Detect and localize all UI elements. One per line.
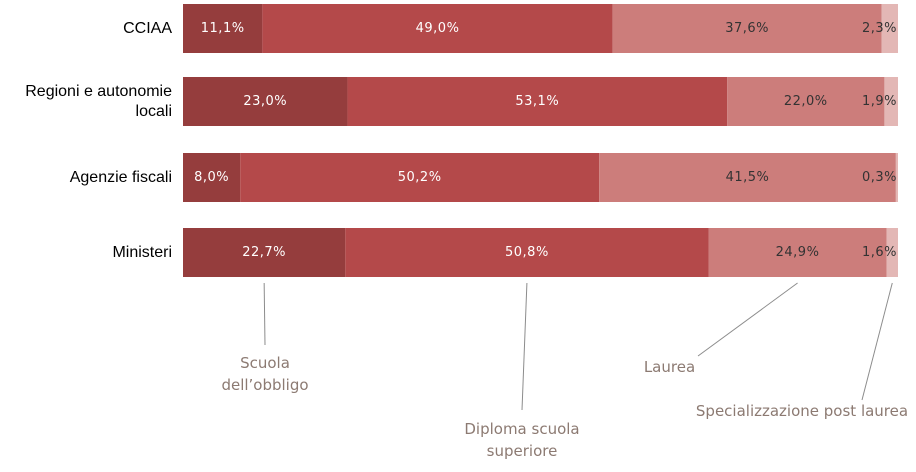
value-label: 50,2% (398, 170, 442, 185)
value-label: 1,9% (862, 94, 897, 109)
value-label: 8,0% (194, 170, 229, 185)
value-label: 37,6% (725, 21, 769, 36)
bar-segment (183, 77, 348, 126)
value-label: 22,0% (784, 94, 828, 109)
value-label: 11,1% (201, 21, 245, 36)
bar-segment (708, 228, 887, 277)
legend-label: Diploma scuola superiore (464, 420, 580, 460)
legend-label: Laurea (643, 358, 696, 376)
category-label: Ministeri (112, 243, 172, 261)
value-label: 49,0% (416, 21, 460, 36)
bar-segment (183, 153, 241, 202)
bar-segment (895, 153, 898, 202)
value-label: 53,1% (515, 94, 559, 109)
bar-segment (347, 77, 728, 126)
value-label: 50,8% (505, 245, 549, 260)
value-label: 0,3% (862, 170, 897, 185)
bar-segment (884, 77, 898, 126)
bar-segment (612, 4, 882, 53)
value-label: 41,5% (726, 170, 770, 185)
category-label: Agenzie fiscali (69, 168, 172, 186)
legend-label: Scuola dell’obbligo (221, 354, 309, 394)
leader-line (861, 282, 893, 401)
bar-segment (183, 228, 346, 277)
leader-line (263, 282, 266, 346)
value-label: 2,3% (862, 21, 897, 36)
bar-segment (881, 4, 898, 53)
bar-segment (599, 153, 896, 202)
bar-segment (345, 228, 709, 277)
value-label: 1,6% (862, 245, 897, 260)
bar-segment (886, 228, 898, 277)
leader-line (521, 282, 528, 411)
value-label: 23,0% (243, 94, 287, 109)
bar-segment (183, 4, 263, 53)
bar-segment (262, 4, 613, 53)
bar-segment (727, 77, 885, 126)
leader-line (697, 282, 798, 357)
category-label: Regioni e autonomie locali (25, 82, 172, 120)
bar-segment (240, 153, 600, 202)
value-label: 24,9% (776, 245, 820, 260)
legend-label: Specializzazione post laurea (695, 402, 909, 420)
category-label: CCIAA (123, 19, 172, 37)
value-label: 22,7% (242, 245, 286, 260)
